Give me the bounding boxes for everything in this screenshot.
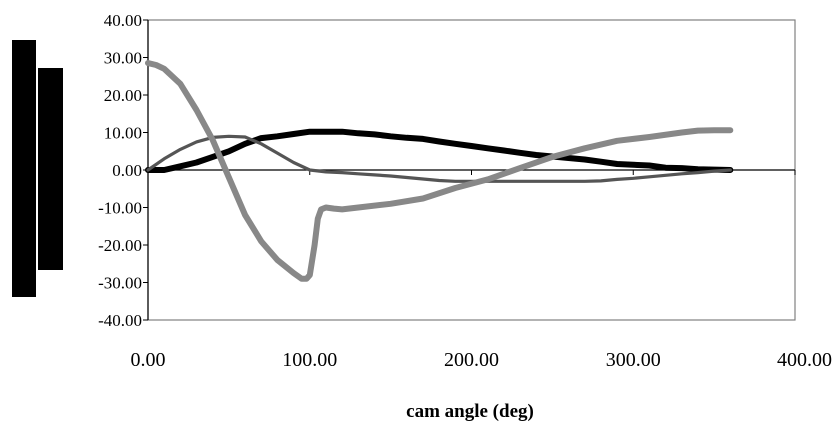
x-tick-label: 0.00 <box>131 349 166 371</box>
y-tick-label: -10.00 <box>98 199 142 218</box>
y-tick-label: 40.00 <box>104 11 142 30</box>
y-tick-label: -20.00 <box>98 236 142 255</box>
x-tick-label: 200.00 <box>444 349 499 371</box>
series-line-2 <box>146 134 732 183</box>
y-tick-label: 0.00 <box>112 161 142 180</box>
y-tick-label: 10.00 <box>104 124 142 143</box>
y-tick-label: -30.00 <box>98 274 142 293</box>
x-tick-label: 100.00 <box>282 349 337 371</box>
y-tick-label: 20.00 <box>104 86 142 105</box>
series-line-1 <box>145 128 734 173</box>
y-tick-label: -40.00 <box>98 311 142 330</box>
left-black-bar-outer <box>12 40 36 297</box>
x-tick-label: 300.00 <box>606 349 661 371</box>
left-black-bar-inner <box>38 68 63 270</box>
series-line-3 <box>145 60 734 282</box>
x-axis-title: cam angle (deg) <box>406 401 534 422</box>
chart-series <box>145 60 734 282</box>
chart-tick-labels: 40.00 30.00 20.00 10.00 0.00 -10.00 -20.00 -30.… <box>98 11 832 371</box>
x-tick-label: 400.00 <box>777 349 832 371</box>
y-tick-label: 30.00 <box>104 49 142 68</box>
